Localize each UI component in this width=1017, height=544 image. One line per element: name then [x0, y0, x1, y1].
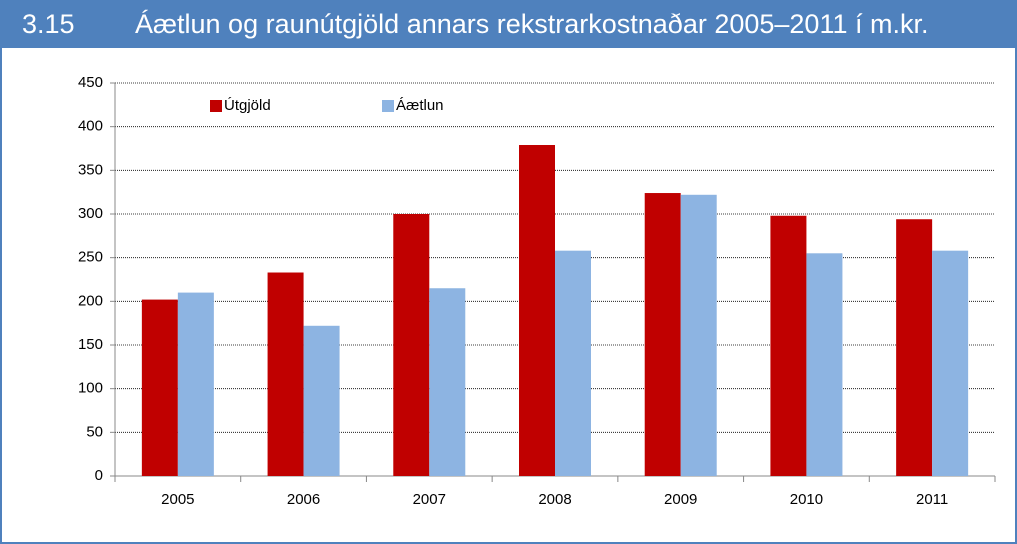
x-tick-label: 2008: [538, 491, 571, 508]
legend-label: Áætlun: [396, 97, 444, 114]
y-tick-label: 450: [78, 74, 103, 91]
x-tick-label: 2007: [413, 491, 446, 508]
figure-number: 3.15: [22, 9, 75, 39]
legend-swatch: [210, 100, 222, 112]
bar: [932, 250, 969, 476]
y-tick-label: 400: [78, 118, 103, 135]
bar: [429, 288, 466, 476]
chart-title: Áætlun og raunútgjöld annars rekstrarkos…: [135, 9, 928, 39]
bar: [896, 219, 933, 477]
x-tick-label: 2011: [916, 491, 948, 508]
x-tick-label: 2006: [287, 491, 320, 508]
x-tick-label: 2009: [664, 491, 697, 508]
bar: [393, 214, 430, 476]
header-bar: [0, 0, 1017, 48]
bar: [141, 299, 178, 476]
legend-label: Útgjöld: [224, 97, 271, 114]
legend-swatch: [382, 100, 394, 112]
bar: [177, 292, 214, 476]
bar: [770, 215, 807, 476]
bar: [555, 250, 591, 476]
x-tick-label: 2005: [161, 491, 194, 508]
x-tick-label: 2010: [790, 491, 823, 508]
bar: [267, 272, 304, 476]
bar: [519, 145, 555, 477]
y-tick-label: 250: [78, 249, 103, 266]
y-tick-label: 300: [78, 205, 103, 222]
y-tick-label: 200: [78, 292, 103, 309]
bar: [680, 194, 717, 476]
y-tick-label: 100: [78, 380, 103, 397]
y-tick-label: 350: [78, 161, 103, 178]
y-tick-label: 50: [86, 423, 103, 440]
y-tick-label: 150: [78, 336, 103, 353]
bar: [806, 253, 843, 476]
bar: [644, 193, 681, 477]
y-tick-label: 0: [95, 467, 103, 484]
bar: [303, 325, 340, 476]
